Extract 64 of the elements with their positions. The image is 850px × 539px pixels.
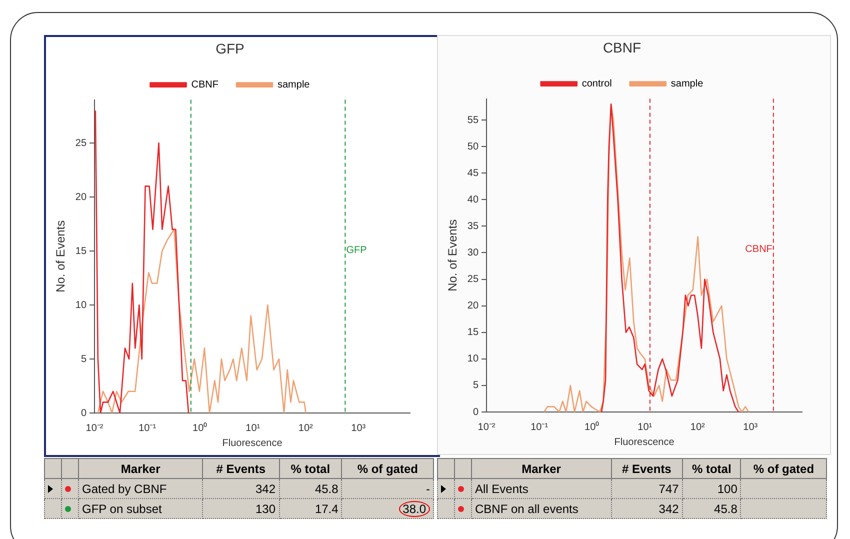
text: # Events [611,458,682,478]
legend-label: control [582,78,612,90]
y-tick-label: 10 [75,300,87,311]
y-tick-label: 45 [467,168,479,179]
y-tick-label: 5 [80,354,87,365]
text: Gated by CBNF [82,482,167,496]
chart-title: GFP [216,40,244,56]
x-tick-label: 10⁰ [584,420,600,433]
x-tick-label: 10¹ [638,422,653,433]
ref-line-label: CBNF [745,244,772,255]
x-tick-label: 10⁻¹ [138,422,157,434]
text: GFP on subset [82,502,162,516]
y-axis-title: No. of Events [446,219,460,292]
text: - [426,482,430,496]
circle-outline: 38.0 [398,500,430,516]
y-tick-label: 15 [467,327,479,338]
y-tick-label: 55 [467,114,479,126]
text: CBNF on all events [475,502,578,516]
y-tick-label: 20 [75,192,87,203]
text: 747 [658,482,679,496]
x-tick-label: 10⁻¹ [530,422,549,433]
chart-title: CBNF [602,39,642,56]
x-tick-label: 10⁻² [86,422,104,434]
y-tick-label: 5 [472,380,479,392]
text: % total [279,458,342,478]
x-tick-label: 10² [298,422,314,434]
text: 342 [658,502,679,516]
text: 100 [717,482,738,496]
x-tick-label: 10¹ [246,422,261,434]
x-tick-label: 10³ [351,422,366,434]
legend-label: CBNF [191,80,219,91]
y-tick-label: 0 [80,408,87,419]
text: 45.8 [714,502,738,516]
y-tick-label: 10 [467,354,479,365]
text: Marker [78,458,203,478]
x-tick-label: 10² [690,422,706,433]
text: % of gated [342,458,434,478]
y-tick-label: 30 [467,247,479,258]
text: 17.4 [314,502,338,516]
text: # Events [202,458,280,478]
x-axis-title: Fluorescence [614,436,675,448]
legend-label: sample [277,80,310,91]
text: 342 [256,482,276,496]
y-tick-label: 25 [467,274,479,286]
y-tick-label: 25 [75,138,87,149]
text: 45.8 [314,482,338,496]
x-tick-label: 10⁰ [192,422,208,434]
x-tick-label: 10⁻² [478,422,496,433]
ref-line-label: GFP [346,244,368,256]
y-tick-label: 35 [467,220,479,232]
text: Marker [472,458,612,478]
y-tick-label: 40 [467,194,479,206]
y-tick-label: 0 [472,406,479,418]
y-tick-label: 50 [467,141,479,152]
text: All Events [475,482,528,496]
y-tick-label: 15 [75,246,87,257]
x-tick-label: 10³ [743,422,758,433]
y-axis-title: No. of Events [54,220,68,292]
text: % total [682,458,741,478]
y-tick-label: 20 [467,300,479,312]
x-axis-title: Fluorescence [222,438,283,449]
text: 130 [256,502,276,516]
legend-label: sample [670,78,704,90]
text: % of gated [740,458,826,478]
